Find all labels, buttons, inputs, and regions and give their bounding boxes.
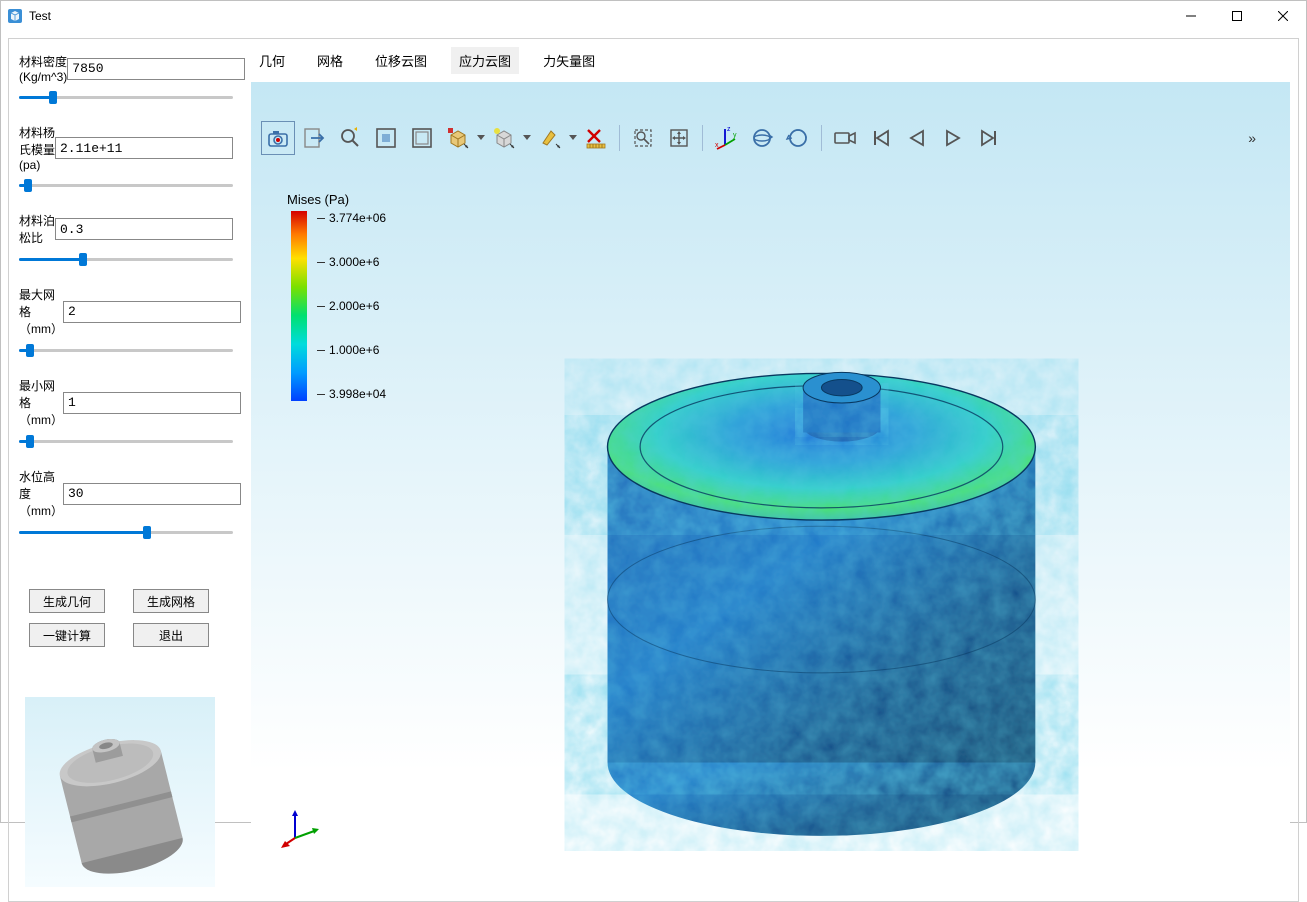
viewport-wrap: zy x » Mises (Pa) 3.774e+06 3.000e+6 2.000e+… — [243, 74, 1298, 901]
highlight-icon[interactable] — [533, 121, 567, 155]
param-label: 材料密度(Kg/m^3) — [19, 53, 67, 84]
tabs: 几何网格位移云图应力云图力矢量图 — [243, 39, 1298, 74]
param-label: 水位高度（mm） — [19, 468, 63, 519]
close-button[interactable] — [1260, 1, 1306, 31]
tab[interactable]: 位移云图 — [367, 47, 435, 74]
legend-title: Mises (Pa) — [287, 192, 386, 207]
param-input[interactable] — [55, 218, 233, 240]
param-input[interactable] — [63, 483, 241, 505]
param-slider[interactable] — [19, 341, 233, 359]
generate-mesh-button[interactable]: 生成网格 — [133, 589, 209, 613]
axis-triad — [281, 808, 321, 848]
expand-icon[interactable] — [662, 121, 696, 155]
param-input[interactable] — [55, 137, 233, 159]
measure-cancel-icon[interactable] — [579, 121, 613, 155]
toolbar-separator — [821, 125, 822, 151]
model-preview — [25, 697, 215, 887]
legend-tick-label: 1.000e+6 — [317, 343, 386, 357]
param-label: 最大网格（mm） — [19, 286, 63, 337]
export-icon[interactable] — [297, 121, 331, 155]
dropdown-caret-icon[interactable] — [569, 124, 577, 153]
param-slider[interactable] — [19, 176, 233, 194]
param-label: 材料泊松比 — [19, 212, 55, 246]
param-row: 水位高度（mm） — [19, 468, 233, 519]
viewport-toolbar: zy x » — [261, 120, 1260, 156]
cube-select-icon[interactable] — [441, 121, 475, 155]
fullscreen-icon[interactable] — [405, 121, 439, 155]
param-slider[interactable] — [19, 432, 233, 450]
dropdown-caret-icon[interactable] — [477, 124, 485, 153]
svg-text:z: z — [727, 126, 731, 133]
app-window: Test 材料密度(Kg/m^3) 材料杨氏模量(pa) 材料泊松比最大网格（mm）… — [0, 0, 1307, 823]
param-slider[interactable] — [19, 250, 233, 268]
toolbar-separator — [619, 125, 620, 151]
window-title: Test — [29, 9, 1168, 23]
color-legend: Mises (Pa) 3.774e+063.000e+62.000e+61.00… — [291, 192, 386, 401]
param-slider[interactable] — [19, 523, 233, 541]
param-input[interactable] — [63, 392, 241, 414]
legend-labels: 3.774e+06 3.000e+6 2.000e+6 1.000e+6 3.998e+… — [317, 211, 386, 401]
param-input[interactable] — [67, 58, 245, 80]
play-prev-icon[interactable] — [900, 121, 934, 155]
camera-icon[interactable] — [261, 121, 295, 155]
param-input[interactable] — [63, 301, 241, 323]
window-controls — [1168, 1, 1306, 31]
param-label: 材料杨氏模量(pa) — [19, 124, 55, 172]
param-slider[interactable] — [19, 88, 233, 106]
skip-last-icon[interactable] — [972, 121, 1006, 155]
orbit-alt-icon[interactable] — [781, 121, 815, 155]
titlebar: Test — [1, 1, 1306, 31]
maximize-button[interactable] — [1214, 1, 1260, 31]
play-next-icon[interactable] — [936, 121, 970, 155]
app-icon — [7, 8, 23, 24]
legend-tick-label: 3.000e+6 — [317, 255, 386, 269]
minimize-button[interactable] — [1168, 1, 1214, 31]
param-row: 最小网格（mm） — [19, 377, 233, 428]
main-area: 材料密度(Kg/m^3) 材料杨氏模量(pa) 材料泊松比最大网格（mm） 最小网格（… — [8, 38, 1299, 902]
skip-first-icon[interactable] — [864, 121, 898, 155]
legend-tick-label: 3.774e+06 — [317, 211, 386, 225]
generate-geometry-button[interactable]: 生成几何 — [29, 589, 105, 613]
legend-colorbar — [291, 211, 307, 401]
cube-light-icon[interactable] — [487, 121, 521, 155]
legend-tick-label: 2.000e+6 — [317, 299, 386, 313]
dropdown-caret-icon[interactable] — [523, 124, 531, 153]
box-select-icon[interactable] — [626, 121, 660, 155]
legend-tick-label: 3.998e+04 — [317, 387, 386, 401]
zoom-icon[interactable] — [333, 121, 367, 155]
video-icon[interactable] — [828, 121, 862, 155]
toolbar-more-icon[interactable]: » — [1244, 126, 1260, 150]
tab[interactable]: 应力云图 — [451, 47, 519, 74]
axes-icon[interactable]: zy x — [709, 121, 743, 155]
param-label: 最小网格（mm） — [19, 377, 63, 428]
param-row: 材料泊松比 — [19, 212, 233, 246]
sidebar: 材料密度(Kg/m^3) 材料杨氏模量(pa) 材料泊松比最大网格（mm） 最小网格（… — [9, 39, 243, 901]
param-row: 材料密度(Kg/m^3) — [19, 53, 233, 84]
model-render — [251, 82, 1290, 893]
svg-text:y: y — [733, 132, 737, 139]
fit-window-icon[interactable] — [369, 121, 403, 155]
viewport[interactable]: zy x » Mises (Pa) 3.774e+06 3.000e+6 2.000e+… — [251, 82, 1290, 893]
param-row: 最大网格（mm） — [19, 286, 233, 337]
action-buttons: 生成几何 一键计算 生成网格 退出 — [19, 589, 233, 647]
toolbar-separator — [702, 125, 703, 151]
param-row: 材料杨氏模量(pa) — [19, 124, 233, 172]
tab[interactable]: 网格 — [309, 47, 351, 74]
tab[interactable]: 力矢量图 — [535, 47, 603, 74]
orbit-icon[interactable] — [745, 121, 779, 155]
compute-button[interactable]: 一键计算 — [29, 623, 105, 647]
svg-text:x: x — [715, 142, 719, 149]
tab[interactable]: 几何 — [251, 47, 293, 74]
content-area: 几何网格位移云图应力云图力矢量图 — [243, 39, 1298, 901]
exit-button[interactable]: 退出 — [133, 623, 209, 647]
